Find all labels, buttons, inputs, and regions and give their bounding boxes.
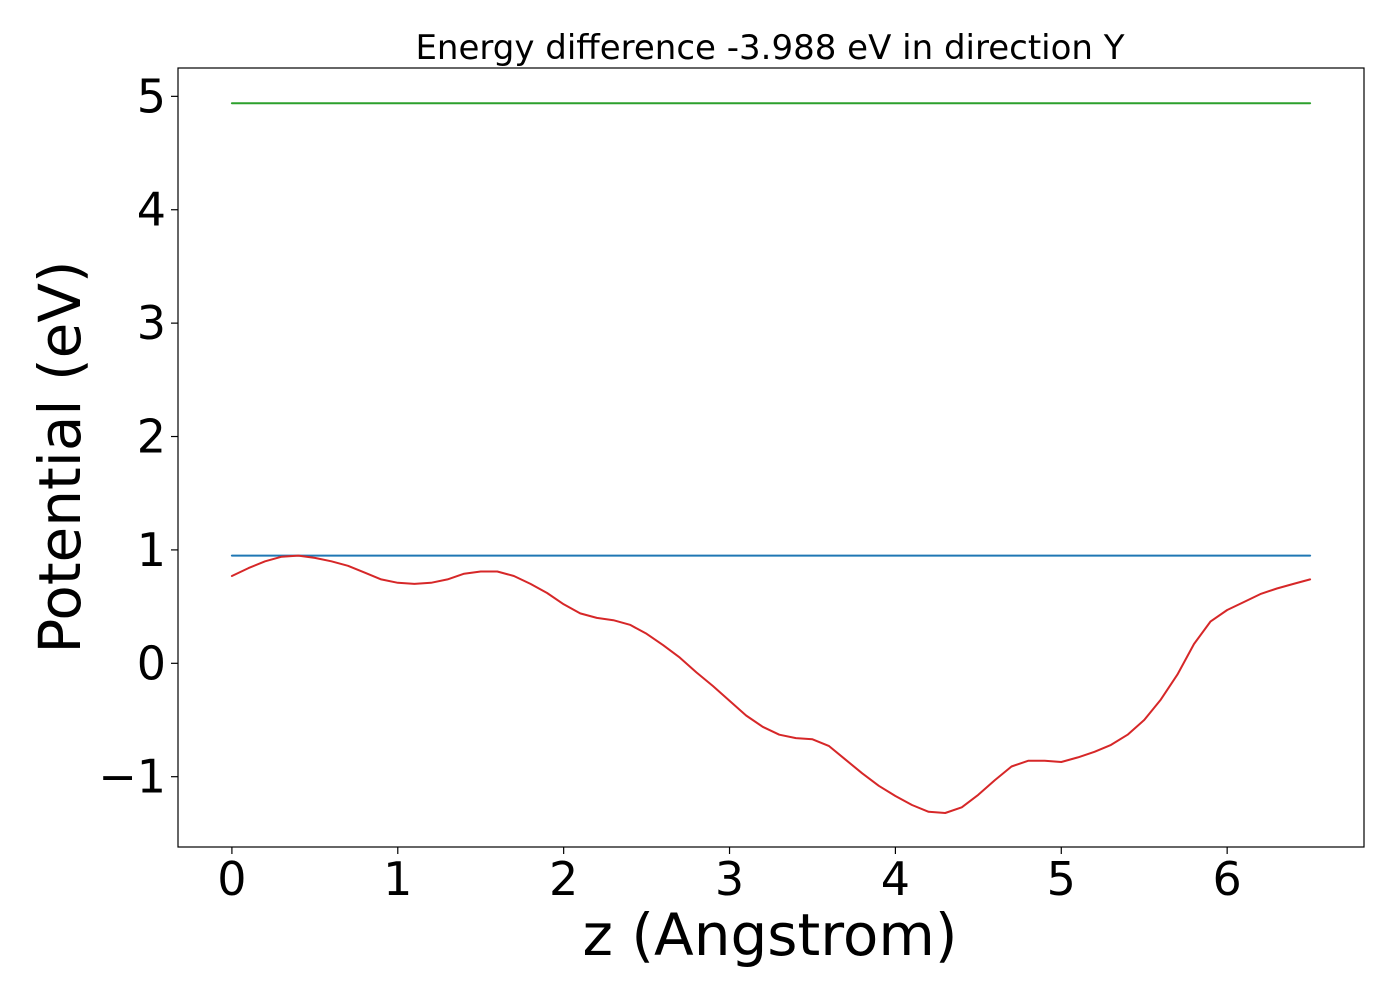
x-tick-label: 4 (881, 852, 910, 906)
x-axis-label: z (Angstrom) (583, 901, 958, 969)
y-tick-label: −1 (98, 750, 166, 804)
y-tick-label: 1 (137, 523, 166, 577)
x-axis: 0 1 2 3 4 5 6 (217, 847, 1242, 906)
chart-title: Energy difference -3.988 eV in direction… (415, 28, 1124, 68)
series-line-red (230, 554, 1312, 814)
y-tick-label: 4 (137, 183, 166, 237)
y-axis-label: Potential (eV) (26, 260, 94, 653)
y-tick-label: 0 (137, 636, 166, 690)
y-tick-label: 5 (137, 69, 166, 123)
x-tick-label: 5 (1047, 852, 1076, 906)
x-tick-label: 2 (549, 852, 578, 906)
y-axis: −1 0 1 2 3 4 5 (98, 69, 178, 804)
x-tick-label: 1 (383, 852, 412, 906)
x-tick-label: 6 (1213, 852, 1242, 906)
plot-area-frame (177, 67, 1365, 848)
series-layer (230, 102, 1312, 814)
x-tick-label: 3 (715, 852, 744, 906)
y-tick-label: 2 (137, 410, 166, 464)
x-tick-label: 0 (217, 852, 246, 906)
y-tick-label: 3 (137, 296, 166, 350)
